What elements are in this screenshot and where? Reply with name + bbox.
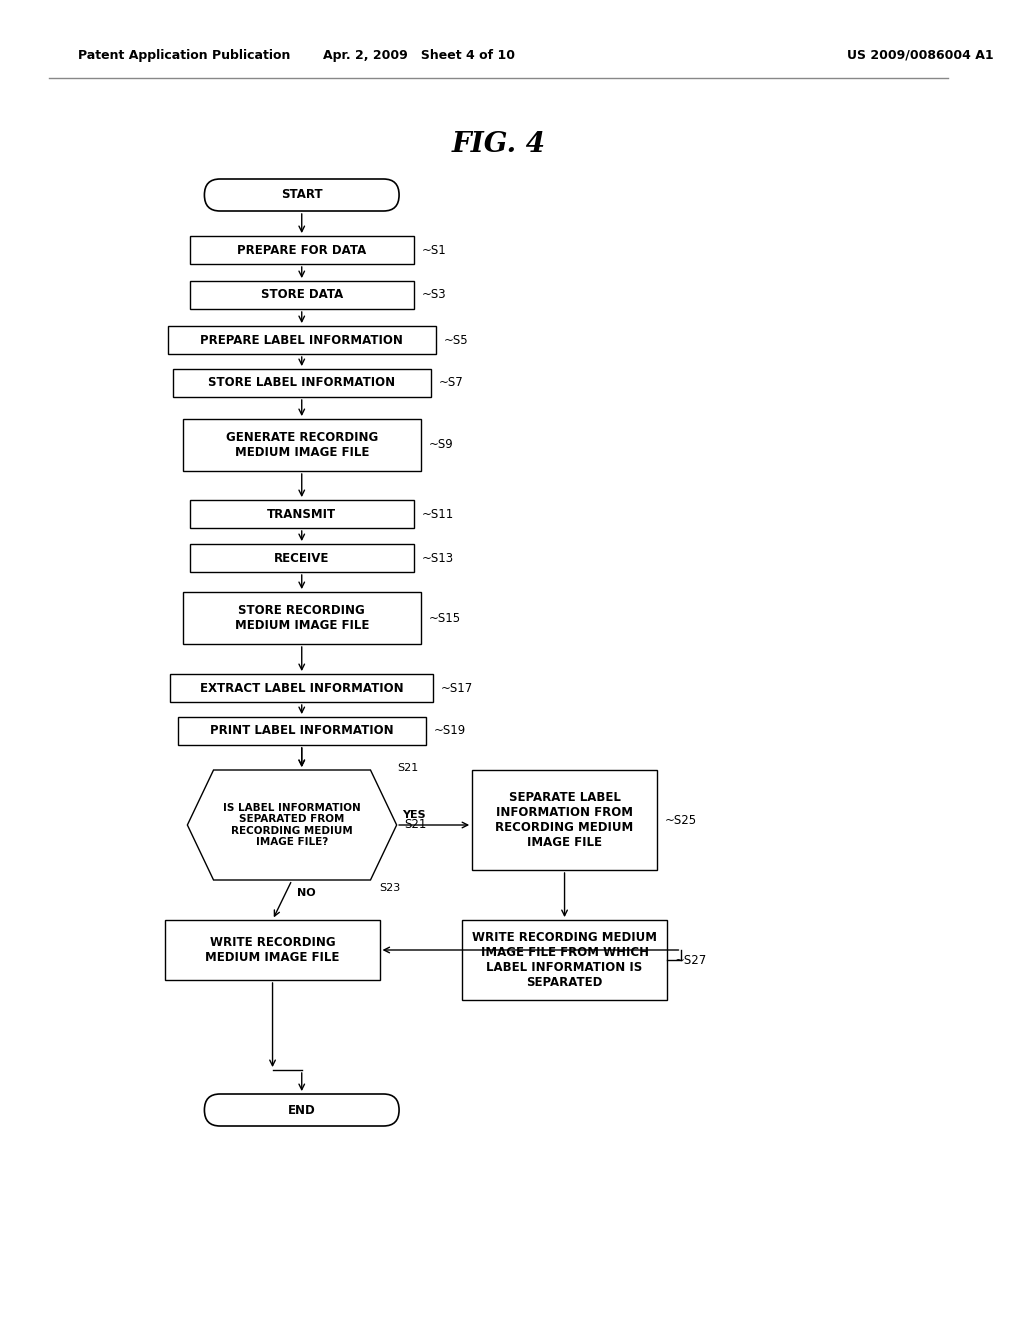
Text: STORE RECORDING
MEDIUM IMAGE FILE: STORE RECORDING MEDIUM IMAGE FILE bbox=[234, 605, 369, 632]
FancyBboxPatch shape bbox=[189, 281, 414, 309]
Text: ~S15: ~S15 bbox=[429, 611, 461, 624]
FancyBboxPatch shape bbox=[173, 370, 431, 397]
Text: EXTRACT LABEL INFORMATION: EXTRACT LABEL INFORMATION bbox=[200, 681, 403, 694]
Polygon shape bbox=[187, 770, 396, 880]
Text: ~S11: ~S11 bbox=[422, 507, 454, 520]
FancyBboxPatch shape bbox=[463, 920, 667, 1001]
Text: TRANSMIT: TRANSMIT bbox=[267, 507, 336, 520]
FancyBboxPatch shape bbox=[182, 591, 421, 644]
FancyBboxPatch shape bbox=[205, 1094, 399, 1126]
Text: ~S25: ~S25 bbox=[665, 813, 697, 826]
Text: WRITE RECORDING MEDIUM
IMAGE FILE FROM WHICH
LABEL INFORMATION IS
SEPARATED: WRITE RECORDING MEDIUM IMAGE FILE FROM W… bbox=[472, 931, 657, 989]
Text: PREPARE LABEL INFORMATION: PREPARE LABEL INFORMATION bbox=[201, 334, 403, 346]
Text: START: START bbox=[281, 189, 323, 202]
Text: YES: YES bbox=[402, 810, 426, 820]
Text: ~S9: ~S9 bbox=[429, 438, 454, 451]
Text: STORE LABEL INFORMATION: STORE LABEL INFORMATION bbox=[208, 376, 395, 389]
FancyBboxPatch shape bbox=[189, 500, 414, 528]
Text: END: END bbox=[288, 1104, 315, 1117]
FancyBboxPatch shape bbox=[205, 180, 399, 211]
Text: ~S27: ~S27 bbox=[675, 953, 707, 966]
Text: ~S17: ~S17 bbox=[441, 681, 473, 694]
Text: ~S5: ~S5 bbox=[443, 334, 468, 346]
Text: ~S19: ~S19 bbox=[433, 725, 466, 738]
FancyBboxPatch shape bbox=[189, 544, 414, 572]
FancyBboxPatch shape bbox=[177, 717, 426, 744]
Text: IS LABEL INFORMATION
SEPARATED FROM
RECORDING MEDIUM
IMAGE FILE?: IS LABEL INFORMATION SEPARATED FROM RECO… bbox=[223, 803, 360, 847]
Text: FIG. 4: FIG. 4 bbox=[452, 132, 546, 158]
FancyBboxPatch shape bbox=[170, 675, 433, 702]
FancyBboxPatch shape bbox=[189, 236, 414, 264]
Text: ~S7: ~S7 bbox=[438, 376, 463, 389]
Text: ~S3: ~S3 bbox=[422, 289, 446, 301]
Text: PRINT LABEL INFORMATION: PRINT LABEL INFORMATION bbox=[210, 725, 393, 738]
Text: PREPARE FOR DATA: PREPARE FOR DATA bbox=[238, 243, 367, 256]
FancyBboxPatch shape bbox=[472, 770, 657, 870]
Text: ~S1: ~S1 bbox=[422, 243, 446, 256]
Text: S23: S23 bbox=[380, 883, 400, 894]
Text: Patent Application Publication: Patent Application Publication bbox=[78, 49, 290, 62]
Text: Apr. 2, 2009   Sheet 4 of 10: Apr. 2, 2009 Sheet 4 of 10 bbox=[323, 49, 514, 62]
FancyBboxPatch shape bbox=[168, 326, 435, 354]
Text: S21: S21 bbox=[404, 818, 427, 832]
Text: SEPARATE LABEL
INFORMATION FROM
RECORDING MEDIUM
IMAGE FILE: SEPARATE LABEL INFORMATION FROM RECORDIN… bbox=[496, 791, 634, 849]
Text: WRITE RECORDING
MEDIUM IMAGE FILE: WRITE RECORDING MEDIUM IMAGE FILE bbox=[206, 936, 340, 964]
Text: US 2009/0086004 A1: US 2009/0086004 A1 bbox=[847, 49, 993, 62]
Text: S21: S21 bbox=[397, 763, 419, 774]
Text: NO: NO bbox=[297, 888, 315, 898]
FancyBboxPatch shape bbox=[166, 920, 380, 979]
Text: ~S13: ~S13 bbox=[422, 552, 454, 565]
Text: STORE DATA: STORE DATA bbox=[261, 289, 343, 301]
Text: RECEIVE: RECEIVE bbox=[274, 552, 330, 565]
FancyBboxPatch shape bbox=[182, 418, 421, 471]
Text: GENERATE RECORDING
MEDIUM IMAGE FILE: GENERATE RECORDING MEDIUM IMAGE FILE bbox=[225, 432, 378, 459]
